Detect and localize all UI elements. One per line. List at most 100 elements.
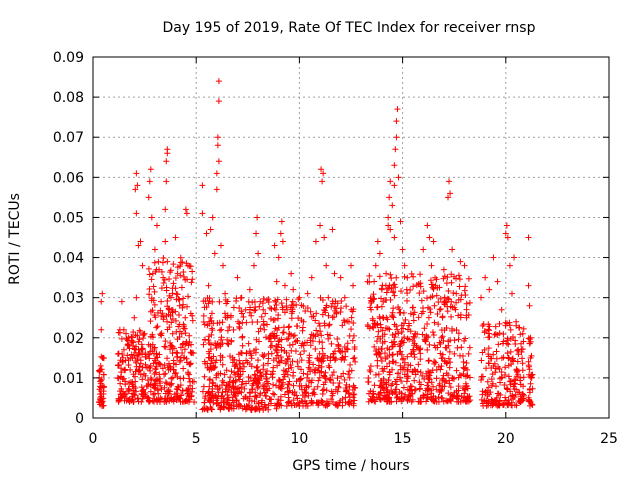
data-point [398, 351, 405, 358]
data-point [379, 327, 386, 334]
data-point [167, 269, 174, 276]
data-point [278, 300, 285, 307]
data-point [157, 398, 164, 405]
data-point [153, 324, 160, 331]
data-point [455, 336, 462, 343]
data-point [384, 398, 391, 405]
data-point [207, 226, 214, 233]
data-point [399, 337, 406, 344]
data-point [212, 363, 219, 370]
data-point [481, 329, 488, 336]
data-point [479, 373, 486, 380]
data-point [243, 380, 250, 387]
data-point [150, 283, 157, 290]
data-point [238, 381, 245, 388]
data-point [325, 362, 332, 369]
data-point [180, 354, 187, 361]
data-point [392, 146, 399, 153]
data-point [237, 349, 244, 356]
data-point [133, 294, 140, 301]
data-point [231, 392, 238, 399]
data-point [407, 362, 414, 369]
data-point [435, 363, 442, 370]
data-point [169, 374, 176, 381]
data-point [171, 345, 178, 352]
plot-frame [92, 56, 610, 419]
data-point [184, 303, 191, 310]
data-point [283, 349, 290, 356]
data-point [270, 381, 277, 388]
data-point [176, 395, 183, 402]
data-point [154, 386, 161, 393]
data-point [154, 354, 161, 361]
data-point [411, 334, 418, 341]
data-point [294, 363, 301, 370]
data-point [447, 359, 454, 366]
data-point [273, 382, 280, 389]
data-point [131, 392, 138, 399]
data-point [439, 377, 446, 384]
data-point [288, 301, 295, 308]
data-point [133, 359, 140, 366]
data-point [157, 382, 164, 389]
data-point [188, 341, 195, 348]
data-point [146, 271, 153, 278]
data-point [254, 357, 261, 364]
data-point [158, 285, 165, 292]
data-point [368, 397, 375, 404]
data-point [388, 398, 395, 405]
data-point [433, 292, 440, 299]
data-point [397, 342, 404, 349]
data-point [401, 262, 408, 269]
data-point [507, 393, 514, 400]
data-point [209, 388, 216, 395]
data-point [512, 380, 519, 387]
data-point [298, 366, 305, 373]
data-point [151, 288, 158, 295]
data-point [339, 322, 346, 329]
data-point [179, 349, 186, 356]
data-point [171, 391, 178, 398]
y-tick-label: 0.07 [53, 130, 84, 146]
data-point [331, 313, 338, 320]
data-point [239, 342, 246, 349]
data-point [275, 358, 282, 365]
data-point [513, 367, 520, 374]
data-point [457, 258, 464, 265]
data-point [509, 356, 516, 363]
data-point [188, 388, 195, 395]
data-point [437, 306, 444, 313]
data-point [206, 340, 213, 347]
data-point [300, 370, 307, 377]
y-tick-label: 0.05 [53, 210, 84, 226]
data-point [214, 134, 221, 141]
data-point [178, 330, 185, 337]
data-point [230, 405, 237, 412]
data-point [456, 283, 463, 290]
data-point [455, 272, 462, 279]
data-point [256, 369, 263, 376]
data-point [411, 342, 418, 349]
data-point [222, 290, 229, 297]
data-point [461, 390, 468, 397]
data-point [255, 383, 262, 390]
data-point [232, 362, 239, 369]
data-point [219, 340, 226, 347]
data-point [505, 397, 512, 404]
data-point [322, 402, 329, 409]
data-point [430, 238, 437, 245]
data-point [410, 283, 417, 290]
data-point [417, 271, 424, 278]
data-point [206, 295, 213, 302]
data-point [202, 360, 209, 367]
data-point [390, 339, 397, 346]
data-point [447, 303, 454, 310]
data-point [455, 330, 462, 337]
data-point [253, 230, 260, 237]
data-point [456, 371, 463, 378]
data-point [302, 388, 309, 395]
data-point [348, 367, 355, 374]
data-point [415, 314, 422, 321]
data-point [308, 274, 315, 281]
data-point [396, 343, 403, 350]
